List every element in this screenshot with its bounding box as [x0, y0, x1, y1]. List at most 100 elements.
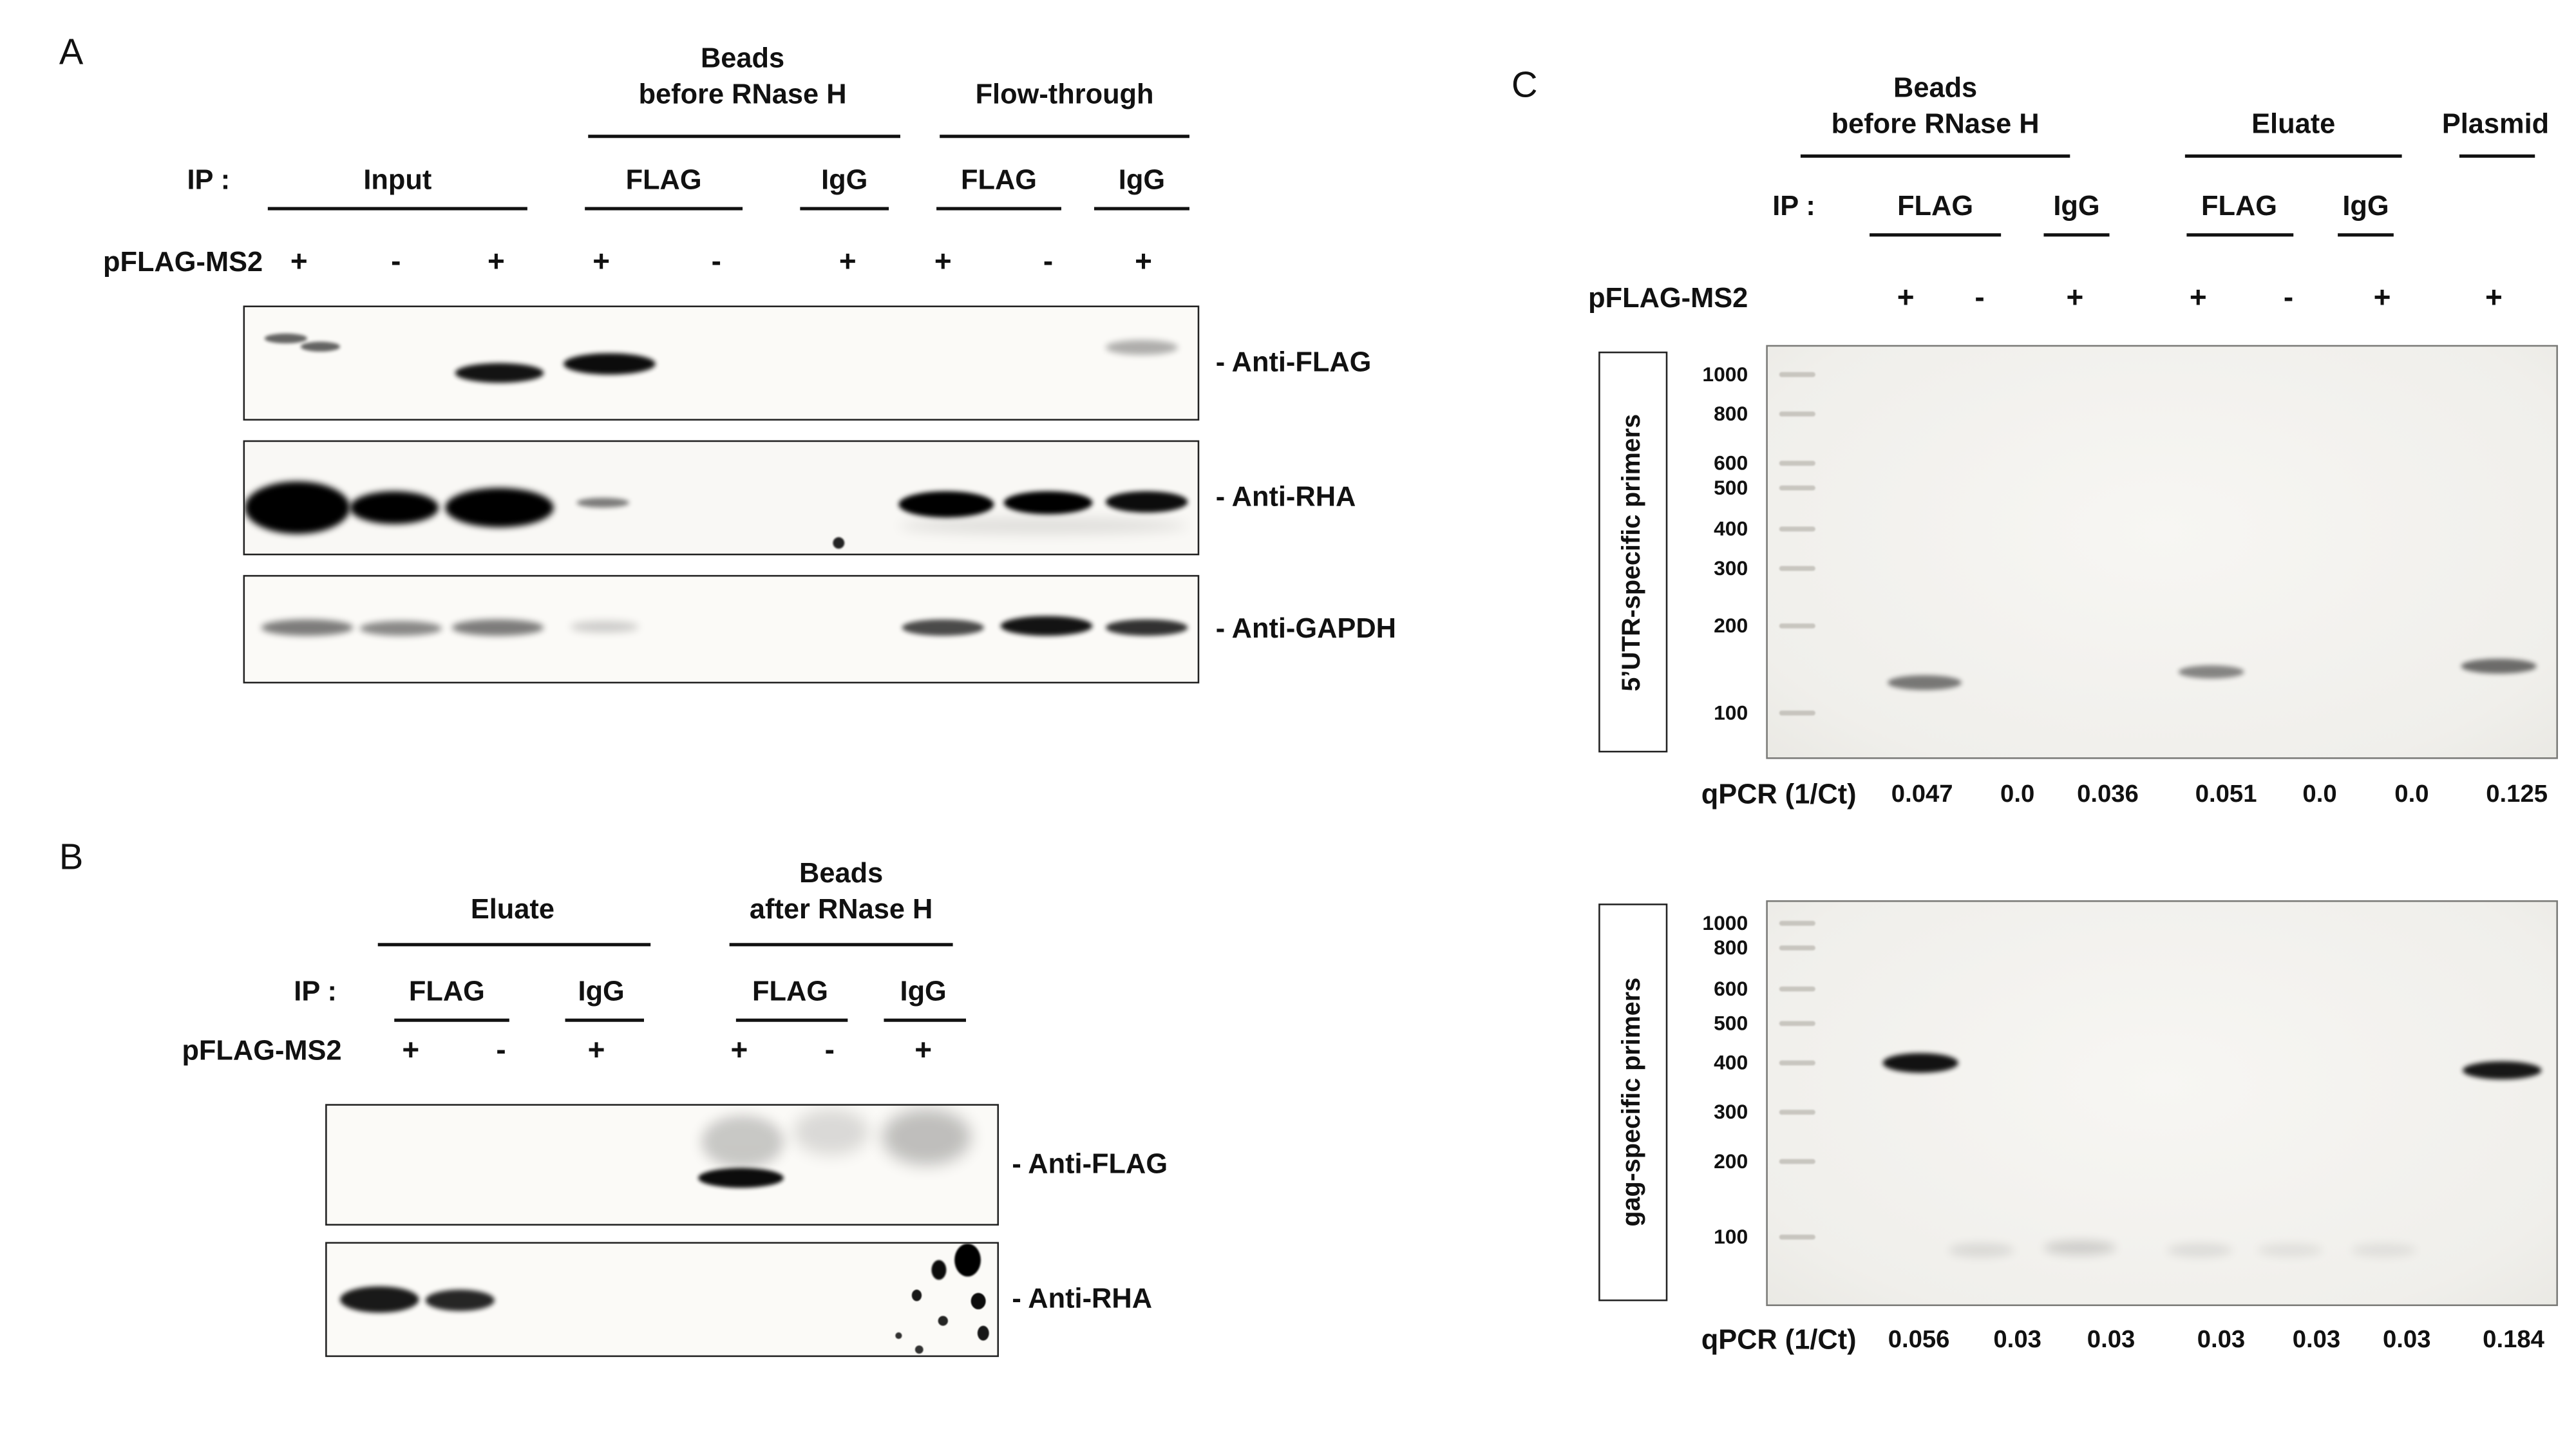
ladder-size-label: 200	[1714, 1150, 1748, 1173]
lane-symbol: +	[1897, 281, 1915, 314]
header-beads-after-rnaseh-line2: after RNase H	[749, 893, 933, 925]
pflag-ms2-label-b: pFLAG-MS2	[182, 1035, 342, 1066]
header-plasmid-c: Plasmid	[2441, 108, 2550, 140]
lane-symbol: +	[934, 245, 952, 278]
header-beads-after-rnaseh-line1: Beads	[799, 857, 884, 889]
ladder-band	[1779, 526, 1815, 532]
gel-band	[833, 537, 845, 549]
gel-band	[954, 1244, 981, 1277]
ladder-band	[1779, 623, 1815, 629]
ladder-band	[1779, 1110, 1815, 1115]
ip-label-a: IP :	[187, 164, 231, 196]
group-underline	[936, 207, 1061, 211]
lane-symbol: -	[2283, 281, 2294, 314]
antibody-label-anti-flag-a: - Anti-FLAG	[1215, 346, 1372, 378]
lane-symbol: -	[391, 245, 401, 278]
ladder-size-label: 1000	[1702, 363, 1748, 386]
qpcr-value: 0.0	[2302, 780, 2337, 809]
gel-band	[931, 1260, 947, 1280]
header-eluate-c: Eluate	[2251, 108, 2336, 140]
lane-symbol: -	[824, 1033, 835, 1066]
ladder-size-label: 300	[1714, 556, 1748, 580]
group-underline	[2186, 233, 2294, 237]
antibody-label-anti-rha-b: - Anti-RHA	[1012, 1283, 1153, 1314]
gel-band	[914, 1345, 923, 1354]
pflag-symbols-row-a: + - + + - + + - +	[0, 245, 2576, 287]
lane-symbol: +	[730, 1033, 748, 1066]
group-underline	[1800, 154, 2070, 158]
gel-band	[898, 491, 994, 518]
gel-band	[1000, 616, 1093, 636]
ladder-size-label: 800	[1714, 402, 1748, 426]
header-beads-before-rnaseh-line2: before RNase H	[638, 79, 847, 110]
gel-band	[1882, 1053, 1958, 1073]
gel-band	[445, 488, 554, 527]
group-underline	[588, 135, 900, 138]
gel-5utr: 1000 800 600 500 400 300 200 100	[1702, 345, 2558, 759]
gel-band	[2257, 1244, 2324, 1257]
ip-group-igg: IgG	[578, 976, 625, 1007]
ladder-band	[1779, 412, 1815, 417]
lane-symbol: +	[2373, 281, 2391, 314]
antibody-label-anti-rha-a: - Anti-RHA	[1215, 481, 1356, 513]
gel-band	[2178, 665, 2244, 679]
primer-label-5utr: 5’UTR-specific primers	[1618, 413, 1647, 691]
ladder-band	[1779, 460, 1815, 466]
header-eluate-b: Eluate	[470, 893, 555, 925]
gel-band	[359, 621, 442, 636]
qpcr-value: 0.056	[1888, 1325, 1950, 1354]
header-beads-before-rnaseh-c-line2: before RNase H	[1831, 108, 2040, 140]
gel-band	[2166, 1244, 2233, 1257]
lane-symbol: +	[2066, 281, 2084, 314]
ladder-band	[1779, 920, 1815, 926]
group-underline	[940, 135, 1189, 138]
ladder-size-label: 100	[1714, 1226, 1748, 1249]
gel-band	[245, 481, 350, 535]
gel-band	[261, 619, 354, 636]
ip-group-flag: FLAG	[752, 976, 829, 1007]
ladder-size-label: 200	[1714, 614, 1748, 638]
ladder-size-label: 800	[1714, 936, 1748, 960]
lane-symbol: +	[402, 1033, 420, 1066]
panel-b-label: B	[59, 836, 84, 878]
lane-symbol: +	[290, 245, 308, 278]
gel-band	[1105, 619, 1188, 636]
gel-band	[1003, 491, 1093, 515]
gel-band	[264, 333, 308, 344]
header-flow-through: Flow-through	[975, 79, 1154, 110]
gel-band	[977, 1325, 989, 1341]
gel-band	[2461, 658, 2537, 674]
primer-label-box-gag: gag-specific primers	[1598, 904, 1668, 1302]
qpcr-value: 0.184	[2483, 1325, 2544, 1354]
panel-a-label: A	[59, 31, 84, 73]
group-underline	[2338, 233, 2394, 237]
ip-group-igg: IgG	[2342, 190, 2389, 222]
group-underline	[394, 1018, 509, 1022]
gel-band	[1948, 1244, 2014, 1257]
group-underline	[565, 1018, 644, 1022]
header-beads-before-rnaseh-line1: Beads	[700, 43, 785, 74]
ladder-size-label: 600	[1714, 451, 1748, 475]
lane-symbol: +	[592, 245, 611, 278]
group-underline	[729, 943, 953, 947]
gel-band	[2043, 1240, 2116, 1255]
group-underline	[585, 207, 743, 211]
gel-band	[300, 341, 341, 352]
gel-band	[2462, 1061, 2542, 1080]
ladder-band	[1779, 1021, 1815, 1027]
group-underline	[2184, 154, 2402, 158]
blot-anti-rha-a	[243, 440, 1200, 556]
group-underline	[884, 1018, 966, 1022]
ip-label-c: IP :	[1772, 190, 1815, 222]
lane-symbol: +	[1135, 245, 1152, 278]
gel-band	[882, 1108, 971, 1165]
pflag-ms2-label-c: pFLAG-MS2	[1588, 282, 1748, 314]
ip-group-flag: FLAG	[960, 164, 1037, 196]
ip-group-igg: IgG	[900, 976, 947, 1007]
ladder-band	[1779, 565, 1815, 571]
ladder-band	[1779, 372, 1815, 377]
qpcr-value: 0.03	[2292, 1325, 2341, 1354]
ladder-band	[1779, 710, 1815, 715]
lane-symbol: +	[2189, 281, 2207, 314]
ip-group-flag: FLAG	[1897, 190, 1974, 222]
